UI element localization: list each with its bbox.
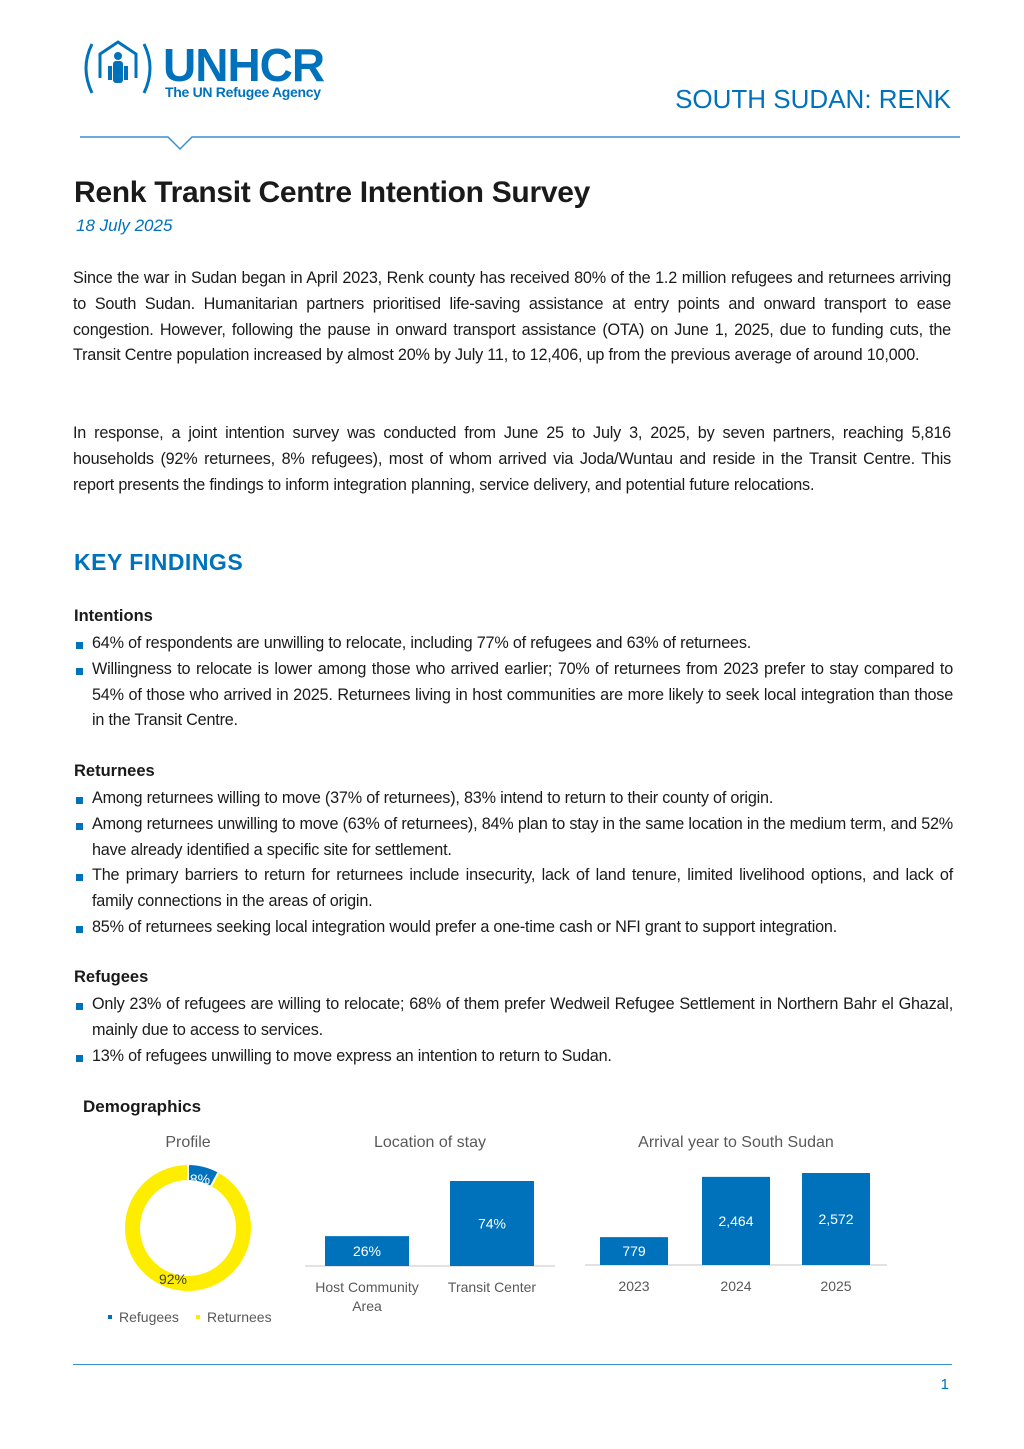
tick-label: Host Community (315, 1279, 418, 1295)
logo-name: UNHCR (163, 39, 325, 91)
chart-title: Location of stay (373, 1134, 487, 1151)
data-label: 2,464 (718, 1213, 753, 1229)
list-item: 64% of respondents are unwilling to relo… (73, 631, 953, 657)
legend-swatch (108, 1315, 112, 1319)
page-title: Renk Transit Centre Intention Survey (74, 176, 590, 209)
list-item: The primary barriers to return for retur… (73, 863, 953, 915)
tick-label: 2024 (720, 1278, 751, 1294)
footer-divider (73, 1364, 952, 1365)
donut-slice-returnees (123, 1162, 253, 1293)
report-date: 18 July 2025 (76, 216, 173, 235)
legend-swatch (196, 1315, 200, 1319)
data-label: 26% (353, 1243, 381, 1259)
data-label: 779 (622, 1243, 646, 1259)
bar (702, 1176, 770, 1265)
unhcr-emblem-icon (84, 40, 152, 94)
intro-paragraph: Since the war in Sudan began in April 20… (73, 269, 951, 365)
bar (450, 1181, 534, 1266)
data-label: 2,572 (818, 1211, 853, 1227)
demographics-heading: Demographics (83, 1097, 202, 1116)
bar (600, 1237, 668, 1265)
data-label: 92% (159, 1271, 187, 1287)
list-item: Among returnees unwilling to move (63% o… (73, 812, 953, 864)
list-item: 85% of returnees seeking local integrati… (73, 915, 953, 941)
tick-label: 2023 (618, 1278, 649, 1294)
list-item: Willingness to relocate is lower among t… (73, 657, 953, 734)
section-title-returnees: Returnees (74, 762, 155, 780)
chart-title: Profile (165, 1134, 211, 1151)
page-number: 1 (940, 1376, 949, 1393)
tick-label: 2025 (820, 1278, 851, 1294)
key-findings-heading: KEY FINDINGS (74, 549, 244, 575)
intro-paragraph: In response, a joint intention survey wa… (73, 424, 951, 494)
header-divider (80, 136, 960, 151)
tick-label: Transit Center (448, 1279, 537, 1295)
bar (325, 1236, 409, 1266)
list-item: 13% of refugees unwilling to move expres… (73, 1044, 953, 1070)
intentions-list: 64% of respondents are unwilling to relo… (73, 631, 953, 734)
data-label: 74% (478, 1216, 506, 1232)
country-heading: SOUTH SUDAN: RENK (675, 84, 951, 114)
list-item: Among returnees willing to move (37% of … (73, 786, 953, 812)
tick-label: Area (352, 1298, 382, 1314)
section-title-refugees: Refugees (74, 968, 149, 986)
returnees-list: Among returnees willing to move (37% of … (73, 786, 953, 941)
legend-label: Refugees (119, 1309, 179, 1325)
chart-title: Arrival year to South Sudan (638, 1134, 834, 1151)
data-label: 8% (190, 1171, 210, 1187)
legend-label: Returnees (207, 1309, 272, 1325)
bar (802, 1173, 870, 1265)
refugees-list: Only 23% of refugees are willing to relo… (73, 992, 953, 1069)
section-title-intentions: Intentions (74, 607, 153, 625)
demographics-charts: 8% 92% Refugees Returnees 26% Host Community A… (108, 1162, 887, 1325)
list-item: Only 23% of refugees are willing to relo… (73, 992, 953, 1044)
logo-tagline: The UN Refugee Agency (165, 84, 321, 100)
